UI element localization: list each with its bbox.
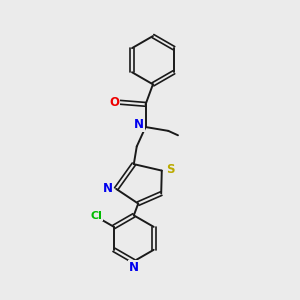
Text: Cl: Cl (90, 211, 102, 221)
Text: O: O (109, 96, 119, 109)
Text: N: N (103, 182, 113, 195)
Text: N: N (129, 261, 139, 274)
Text: N: N (134, 118, 144, 131)
Text: S: S (166, 163, 174, 176)
